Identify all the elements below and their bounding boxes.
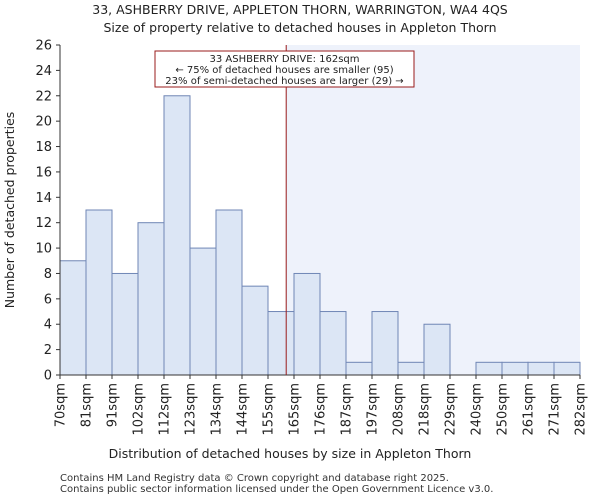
y-tick-label: 6	[44, 292, 52, 307]
chart-title-line1: 33, ASHBERRY DRIVE, APPLETON THORN, WARR…	[92, 2, 508, 17]
x-tick-label: 208sqm	[392, 383, 407, 436]
x-tick-label: 165sqm	[288, 383, 303, 436]
bar-81sqm	[85, 209, 113, 376]
y-tick-label: 26	[35, 39, 52, 54]
y-tick-label: 4	[44, 318, 52, 333]
y-tick-label: 8	[44, 267, 52, 282]
bar-112sqm	[163, 95, 191, 376]
footer-line2: Contains public sector information licen…	[60, 484, 494, 495]
chart-title-line2: Size of property relative to detached ho…	[103, 20, 497, 35]
x-tick-label: 250sqm	[496, 383, 511, 436]
bar-218sqm	[423, 323, 451, 376]
bar-155sqm	[267, 311, 295, 376]
x-tick-label: 187sqm	[340, 383, 355, 436]
y-tick-label: 10	[35, 242, 52, 257]
x-axis-label: Distribution of detached houses by size …	[109, 446, 472, 461]
x-tick-label: 123sqm	[184, 383, 199, 436]
x-tick-label: 282sqm	[574, 383, 589, 436]
x-tick-label: 91sqm	[106, 383, 121, 427]
bar-271sqm	[553, 361, 581, 376]
x-tick-label: 271sqm	[548, 383, 563, 436]
x-tick-label: 240sqm	[470, 383, 485, 436]
y-tick-label: 18	[35, 140, 52, 155]
bar-134sqm	[215, 209, 243, 376]
bar-91sqm	[111, 272, 139, 376]
footer-line1: Contains HM Land Registry data © Crown c…	[60, 473, 449, 484]
bar-165sqm	[293, 272, 321, 376]
bar-144sqm	[241, 285, 269, 376]
marker-annotation: 33 ASHBERRY DRIVE: 162sqm ← 75% of detac…	[154, 50, 415, 88]
bar-250sqm	[501, 361, 529, 376]
x-tick-label: 155sqm	[262, 383, 277, 436]
annotation-box	[154, 50, 415, 88]
x-tick-label: 112sqm	[158, 383, 173, 436]
x-tick-label: 134sqm	[210, 383, 225, 436]
y-tick-label: 2	[44, 343, 52, 358]
bar-176sqm	[319, 311, 347, 376]
x-tick-label: 197sqm	[366, 383, 381, 436]
annotation-line2: ← 75% of detached houses are smaller (95…	[175, 65, 393, 76]
y-tick-label: 22	[35, 89, 52, 104]
y-tick-label: 16	[35, 165, 52, 180]
annotation-line3: 23% of semi-detached houses are larger (…	[165, 76, 403, 87]
y-tick-label: 24	[35, 64, 52, 79]
bar-187sqm	[345, 361, 373, 376]
bars-group	[59, 95, 581, 376]
bar-123sqm	[189, 247, 217, 376]
bar-102sqm	[137, 222, 165, 376]
bar-70sqm	[59, 260, 87, 376]
y-tick-label: 0	[44, 369, 52, 384]
x-tick-label: 144sqm	[236, 383, 251, 436]
bar-240sqm	[475, 361, 503, 376]
x-tick-label: 70sqm	[54, 383, 69, 427]
x-tick-label: 102sqm	[132, 383, 147, 436]
bar-261sqm	[527, 361, 555, 376]
annotation-line1: 33 ASHBERRY DRIVE: 162sqm	[209, 54, 359, 65]
x-tick-label: 81sqm	[80, 383, 95, 427]
bar-208sqm	[397, 361, 425, 376]
y-tick-label: 12	[35, 216, 52, 231]
y-axis-label: Number of detached properties	[2, 112, 17, 309]
x-tick-label: 229sqm	[444, 383, 459, 436]
x-tick-label: 261sqm	[522, 383, 537, 436]
y-tick-label: 20	[35, 115, 52, 130]
bar-197sqm	[371, 311, 399, 376]
x-tick-label: 176sqm	[314, 383, 329, 436]
y-tick-label: 14	[35, 191, 52, 206]
x-tick-label: 218sqm	[418, 383, 433, 436]
